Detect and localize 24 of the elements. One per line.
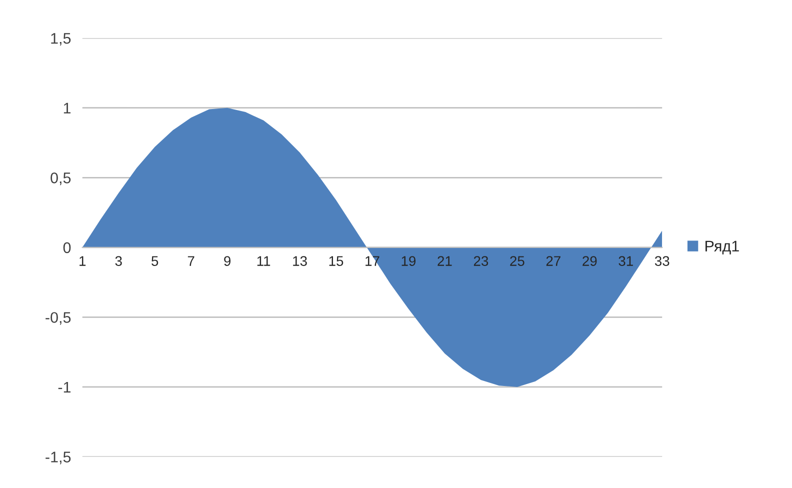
x-tick-label: 27 (546, 256, 560, 266)
x-tick-label: 9 (224, 256, 231, 266)
x-tick-label: 23 (474, 256, 488, 266)
x-tick-label: 13 (293, 256, 307, 266)
y-tick-label: -1,5 (46, 452, 71, 464)
x-tick-label: 15 (329, 256, 344, 266)
x-tick-label: 33 (654, 256, 670, 266)
y-tick-label: 0,5 (50, 172, 71, 186)
x-tick-label: 29 (582, 256, 597, 266)
x-tick-label: 21 (438, 256, 452, 266)
x-tick-label: 5 (152, 256, 158, 266)
x-tick-label: 1 (80, 256, 86, 266)
x-tick-label: 3 (115, 256, 122, 266)
x-tick-label: 31 (618, 256, 633, 266)
x-tick-label: 7 (188, 256, 194, 266)
y-tick-label: 1 (64, 102, 71, 114)
x-tick-label: 19 (402, 256, 416, 266)
y-tick-label: -1 (58, 382, 71, 393)
y-tick-label: 1,5 (51, 33, 71, 46)
x-tick-label: 25 (510, 256, 524, 266)
x-tick-label: 11 (257, 256, 270, 266)
y-tick-label: 0 (63, 242, 71, 254)
y-tick-label: -0,5 (46, 312, 71, 325)
legend-label: Ряд1 (706, 240, 739, 254)
